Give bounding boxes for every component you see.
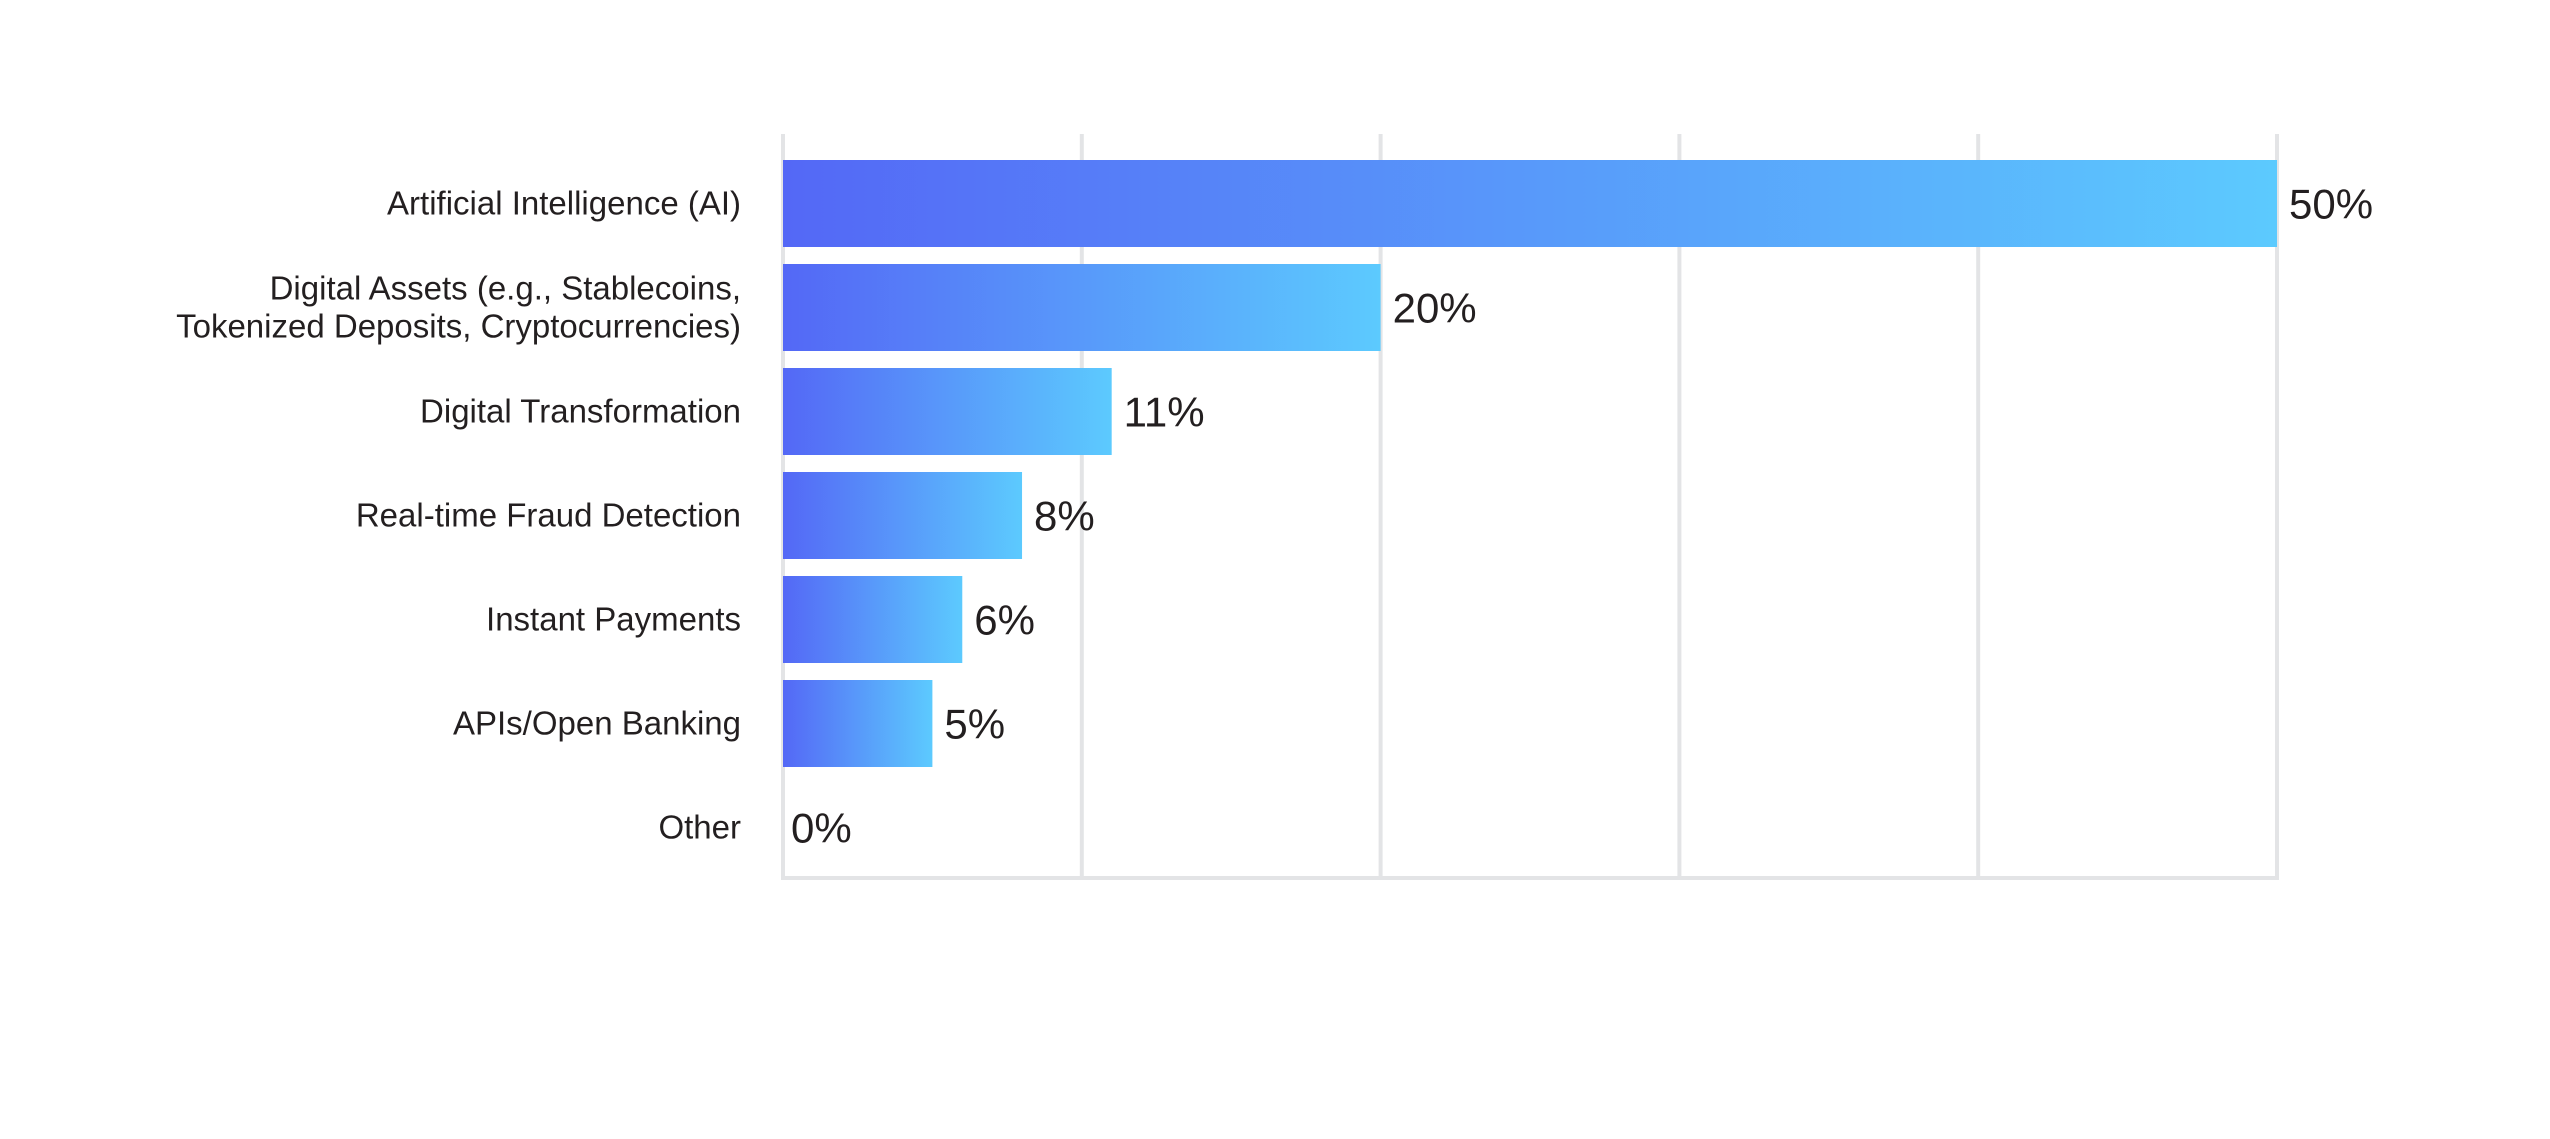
value-label: 6% [974,597,1035,644]
bar [783,576,963,663]
category-label: Digital Transformation [420,393,741,430]
value-label: 20% [1393,285,1477,332]
value-label: 11% [1124,389,1205,436]
category-label: APIs/Open Banking [453,705,741,742]
category-label: Tokenized Deposits, Cryptocurrencies) [176,308,741,345]
category-label: Digital Assets (e.g., Stablecoins, [270,270,741,307]
category-label: Artificial Intelligence (AI) [387,185,741,222]
bar [783,264,1381,351]
bar [783,368,1112,455]
category-label: Real-time Fraud Detection [356,497,741,534]
category-label: Instant Payments [486,601,741,638]
value-label: 0% [791,805,852,852]
bar [783,680,933,767]
value-label: 5% [944,701,1005,748]
category-label: Other [658,809,741,846]
value-label: 8% [1034,493,1095,540]
value-label: 50% [2289,181,2373,228]
bar [783,472,1023,559]
bar [783,160,2277,247]
